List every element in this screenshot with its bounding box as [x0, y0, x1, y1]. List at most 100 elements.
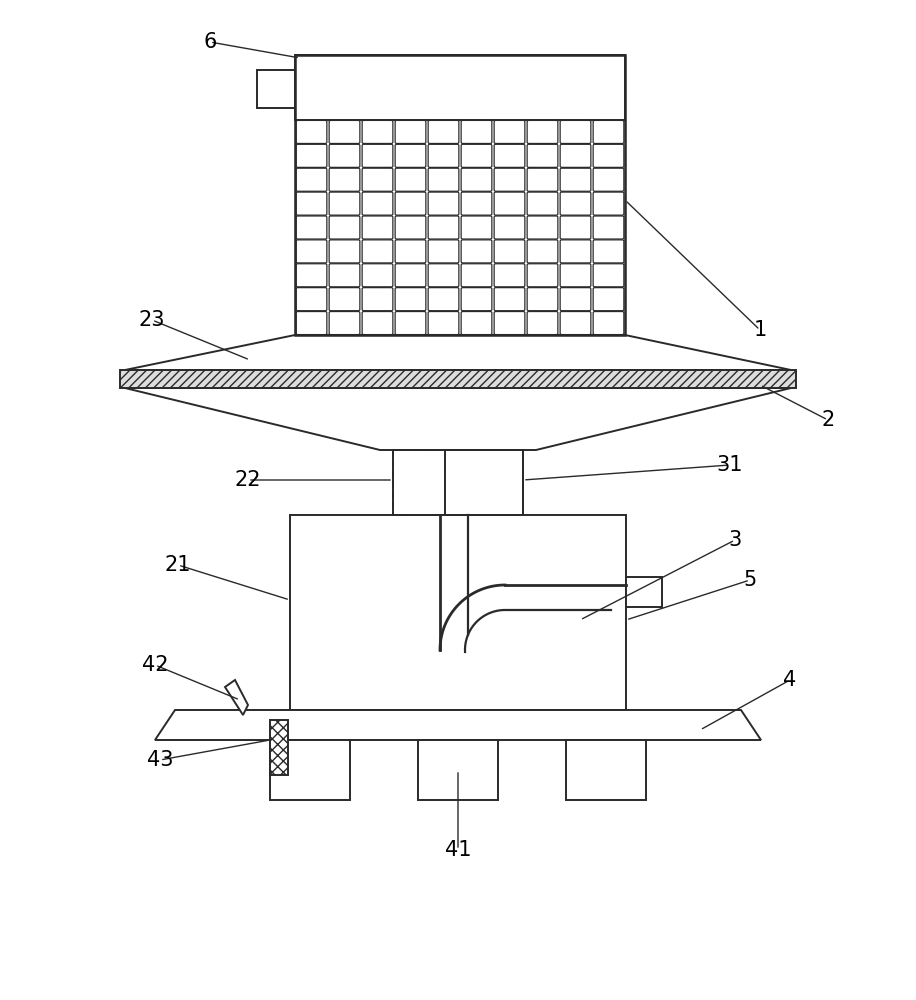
FancyBboxPatch shape — [362, 312, 393, 335]
FancyBboxPatch shape — [461, 264, 492, 287]
FancyBboxPatch shape — [527, 144, 558, 167]
Bar — [626, 577, 662, 607]
Text: 42: 42 — [142, 655, 169, 675]
Text: 41: 41 — [445, 840, 471, 860]
Bar — [445, 450, 523, 515]
FancyBboxPatch shape — [296, 312, 327, 335]
FancyBboxPatch shape — [395, 168, 426, 191]
Text: 3: 3 — [728, 530, 742, 550]
FancyBboxPatch shape — [561, 312, 591, 335]
FancyBboxPatch shape — [561, 144, 591, 167]
Polygon shape — [125, 335, 791, 370]
FancyBboxPatch shape — [296, 240, 327, 263]
FancyBboxPatch shape — [461, 216, 492, 239]
FancyBboxPatch shape — [395, 216, 426, 239]
FancyBboxPatch shape — [296, 144, 327, 167]
FancyBboxPatch shape — [329, 312, 360, 335]
FancyBboxPatch shape — [461, 144, 492, 167]
FancyBboxPatch shape — [594, 120, 624, 143]
FancyBboxPatch shape — [461, 240, 492, 263]
FancyBboxPatch shape — [527, 288, 558, 311]
FancyBboxPatch shape — [527, 264, 558, 287]
FancyBboxPatch shape — [561, 168, 591, 191]
FancyBboxPatch shape — [494, 264, 525, 287]
Polygon shape — [155, 710, 761, 740]
FancyBboxPatch shape — [494, 168, 525, 191]
FancyBboxPatch shape — [395, 120, 426, 143]
FancyBboxPatch shape — [461, 168, 492, 191]
FancyBboxPatch shape — [561, 192, 591, 215]
Text: 1: 1 — [753, 320, 767, 340]
FancyBboxPatch shape — [329, 168, 360, 191]
Text: 21: 21 — [165, 555, 191, 575]
FancyBboxPatch shape — [329, 288, 360, 311]
Text: 43: 43 — [147, 750, 173, 770]
FancyBboxPatch shape — [296, 168, 327, 191]
Text: 31: 31 — [716, 455, 743, 475]
Bar — [393, 450, 445, 515]
FancyBboxPatch shape — [329, 264, 360, 287]
FancyBboxPatch shape — [561, 240, 591, 263]
Bar — [270, 720, 288, 775]
FancyBboxPatch shape — [594, 144, 624, 167]
FancyBboxPatch shape — [362, 168, 393, 191]
FancyBboxPatch shape — [329, 192, 360, 215]
FancyBboxPatch shape — [395, 264, 426, 287]
FancyBboxPatch shape — [362, 264, 393, 287]
FancyBboxPatch shape — [395, 288, 426, 311]
FancyBboxPatch shape — [494, 144, 525, 167]
FancyBboxPatch shape — [594, 216, 624, 239]
Text: 5: 5 — [744, 570, 757, 590]
FancyBboxPatch shape — [494, 312, 525, 335]
FancyBboxPatch shape — [527, 240, 558, 263]
FancyBboxPatch shape — [561, 120, 591, 143]
Text: 2: 2 — [822, 410, 834, 430]
FancyBboxPatch shape — [329, 240, 360, 263]
FancyBboxPatch shape — [296, 288, 327, 311]
FancyBboxPatch shape — [594, 192, 624, 215]
FancyBboxPatch shape — [494, 288, 525, 311]
FancyBboxPatch shape — [594, 240, 624, 263]
FancyBboxPatch shape — [362, 192, 393, 215]
FancyBboxPatch shape — [362, 288, 393, 311]
FancyBboxPatch shape — [362, 120, 393, 143]
FancyBboxPatch shape — [594, 168, 624, 191]
FancyBboxPatch shape — [594, 288, 624, 311]
Text: 6: 6 — [203, 32, 217, 52]
FancyBboxPatch shape — [296, 264, 327, 287]
Bar — [295, 55, 625, 120]
FancyBboxPatch shape — [461, 288, 492, 311]
FancyBboxPatch shape — [362, 144, 393, 167]
FancyBboxPatch shape — [527, 192, 558, 215]
FancyBboxPatch shape — [594, 312, 624, 335]
FancyBboxPatch shape — [527, 120, 558, 143]
FancyBboxPatch shape — [461, 312, 492, 335]
Text: 22: 22 — [234, 470, 261, 490]
FancyBboxPatch shape — [329, 120, 360, 143]
FancyBboxPatch shape — [428, 312, 459, 335]
FancyBboxPatch shape — [428, 288, 459, 311]
FancyBboxPatch shape — [428, 216, 459, 239]
Text: 23: 23 — [138, 310, 165, 330]
FancyBboxPatch shape — [594, 264, 624, 287]
FancyBboxPatch shape — [395, 144, 426, 167]
FancyBboxPatch shape — [428, 240, 459, 263]
Bar — [290, 515, 626, 710]
FancyBboxPatch shape — [296, 216, 327, 239]
Bar — [566, 740, 646, 800]
FancyBboxPatch shape — [329, 216, 360, 239]
FancyBboxPatch shape — [561, 264, 591, 287]
FancyBboxPatch shape — [428, 120, 459, 143]
Polygon shape — [225, 680, 248, 715]
Bar — [270, 740, 350, 800]
Bar — [120, 370, 796, 388]
FancyBboxPatch shape — [428, 168, 459, 191]
FancyBboxPatch shape — [494, 120, 525, 143]
Bar — [418, 740, 498, 800]
FancyBboxPatch shape — [527, 168, 558, 191]
FancyBboxPatch shape — [527, 312, 558, 335]
FancyBboxPatch shape — [461, 120, 492, 143]
FancyBboxPatch shape — [395, 240, 426, 263]
FancyBboxPatch shape — [561, 288, 591, 311]
FancyBboxPatch shape — [494, 240, 525, 263]
